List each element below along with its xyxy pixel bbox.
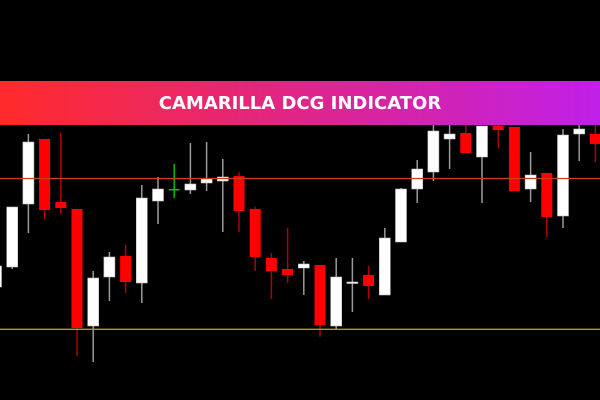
candle-body xyxy=(427,130,440,173)
candle-body xyxy=(87,277,99,327)
candle-body xyxy=(152,188,164,202)
candle-body xyxy=(314,265,326,325)
candle-body xyxy=(346,281,359,284)
candle-body xyxy=(71,209,83,328)
candle-body xyxy=(249,209,261,257)
candle-body xyxy=(200,178,213,184)
candle-body xyxy=(378,237,391,296)
candle-body xyxy=(282,269,294,275)
candle-body xyxy=(168,189,180,191)
candle-body xyxy=(22,141,35,205)
candle-body xyxy=(508,127,520,191)
candle-body xyxy=(184,183,197,191)
candle-body xyxy=(363,275,375,286)
candle-body xyxy=(476,125,488,158)
candle-body xyxy=(297,263,310,269)
candle-body xyxy=(103,256,116,278)
candle-body xyxy=(136,197,148,284)
candle-body xyxy=(443,133,456,140)
candle-body xyxy=(589,134,600,144)
candle-body xyxy=(330,276,343,327)
candle-body xyxy=(395,188,407,243)
banner-title: CAMARILLA DCG INDICATOR xyxy=(158,92,442,114)
candle-body xyxy=(460,133,472,153)
candle-body xyxy=(6,206,18,268)
candle-body xyxy=(557,134,569,217)
candle-body xyxy=(0,265,2,288)
candle-body xyxy=(573,128,586,135)
candle-body xyxy=(233,176,245,211)
candle-body xyxy=(524,174,537,190)
candle-body xyxy=(120,256,132,282)
candle-body xyxy=(39,139,51,210)
candle-body xyxy=(541,173,553,217)
candle-body xyxy=(265,258,277,271)
candle-body xyxy=(55,202,67,208)
title-banner: CAMARILLA DCG INDICATOR xyxy=(0,81,600,125)
candle-body xyxy=(492,126,504,130)
